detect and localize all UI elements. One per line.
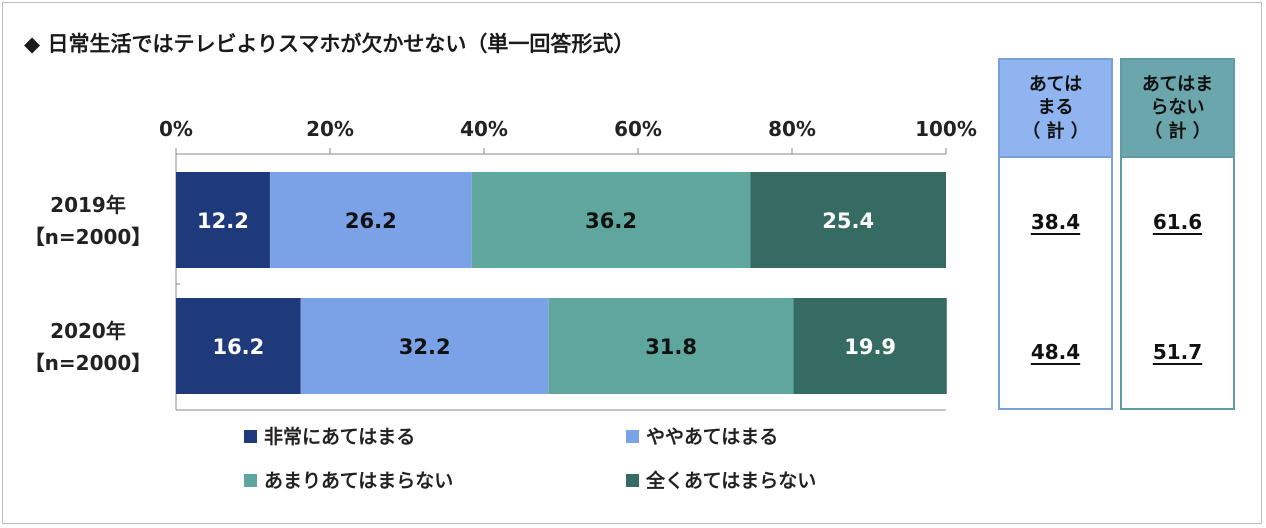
summary-not-applies-header: あてはま らない （ 計 ） (1122, 60, 1233, 158)
summary-applies-column: あては まる （ 計 ） 38.4 48.4 (998, 58, 1113, 410)
legend-label: ややあてはまる (646, 426, 778, 448)
bar-segment (793, 298, 947, 394)
bar-data-label: 16.2 (212, 335, 264, 359)
x-tick-label: 60% (614, 117, 662, 141)
summary-applies-header: あては まる （ 計 ） (1000, 60, 1111, 158)
bar-data-label: 19.9 (844, 335, 896, 359)
bar-segment (471, 172, 751, 268)
legend-swatch (244, 474, 257, 487)
bar-segment (176, 172, 270, 268)
x-tick-label: 40% (460, 117, 508, 141)
bar-data-label: 31.8 (645, 335, 697, 359)
x-tick-label: 100% (915, 117, 977, 141)
legend-label: あまりあてはまらない (264, 470, 453, 492)
bar-data-label: 25.4 (822, 209, 874, 233)
bar-data-label: 26.2 (345, 209, 397, 233)
summary-applies-2020: 48.4 (1030, 340, 1081, 364)
category-label: 2019年 (50, 193, 126, 217)
category-label: 2020年 (50, 319, 126, 343)
legend-swatch (626, 474, 639, 487)
x-tick-label: 0% (159, 117, 193, 141)
legend-label: 全くあてはまらない (645, 469, 816, 492)
summary-not-applies-2020: 51.7 (1152, 340, 1203, 364)
summary-not-applies-column: あてはま らない （ 計 ） 61.6 51.7 (1120, 58, 1235, 410)
x-tick-label: 20% (306, 117, 354, 141)
bar-data-label: 36.2 (585, 209, 637, 233)
chart-title: ◆ 日常生活ではテレビよりスマホが欠かせない（単一回答形式） (24, 32, 635, 56)
legend-label: 非常にあてはまる (264, 425, 415, 448)
summary-applies-2019: 38.4 (1030, 210, 1081, 234)
bar-segment (548, 298, 794, 394)
category-n-label: 【n=2000】 (25, 351, 152, 375)
bar-data-label: 32.2 (399, 335, 451, 359)
bar-segment (750, 172, 946, 268)
category-n-label: 【n=2000】 (25, 225, 152, 249)
bar-segment (176, 298, 301, 394)
bar-segment (300, 298, 549, 394)
legend-swatch (626, 430, 639, 443)
legend-swatch (244, 430, 257, 443)
bar-data-label: 12.2 (197, 209, 249, 233)
summary-not-applies-2019: 61.6 (1152, 210, 1203, 234)
x-tick-label: 80% (768, 117, 816, 141)
bar-segment (269, 172, 472, 268)
